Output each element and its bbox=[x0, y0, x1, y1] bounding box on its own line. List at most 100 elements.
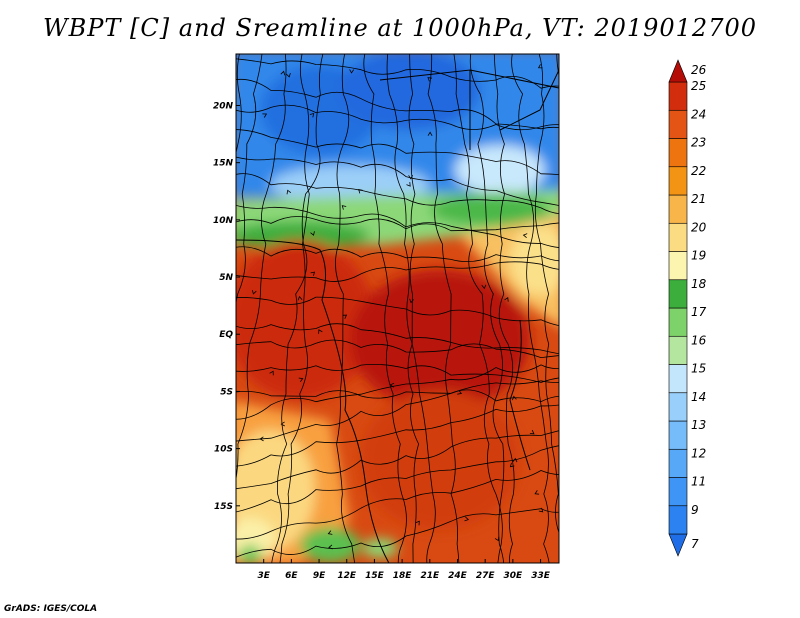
x-tick-label: 18E bbox=[393, 571, 413, 581]
colorbar-segment bbox=[668, 364, 688, 394]
colorbar-segment bbox=[668, 392, 688, 422]
colorbar-segment bbox=[668, 59, 688, 83]
colorbar-label: 14 bbox=[691, 390, 706, 404]
streamline bbox=[236, 404, 559, 467]
grads-credit: GrADS: IGES/COLA bbox=[4, 604, 98, 614]
x-tick-label: 12E bbox=[337, 571, 357, 581]
y-tick-label: 15N bbox=[213, 159, 234, 169]
streamline bbox=[236, 78, 559, 130]
colorbar-segment bbox=[668, 81, 688, 111]
streamline-arrow bbox=[259, 436, 264, 442]
y-tick-label: 15S bbox=[214, 502, 233, 512]
streamline-arrow bbox=[538, 507, 544, 513]
colorbar-segment bbox=[668, 307, 688, 337]
colorbar-label: 7 bbox=[691, 537, 699, 551]
chart: 3E 6E 9E 12E 15E 18E 21E 24E 27E 30E 33E 20N 15N 10N 5… bbox=[213, 53, 707, 581]
colorbar-segment bbox=[668, 477, 688, 507]
streamline bbox=[407, 54, 420, 563]
x-tick-label: 15E bbox=[365, 571, 385, 581]
coastline bbox=[236, 69, 559, 563]
streamline-arrow bbox=[534, 490, 540, 495]
streamline bbox=[236, 470, 559, 540]
streamline-arrow bbox=[512, 457, 518, 463]
x-tick-label: 27E bbox=[476, 571, 496, 581]
colorbar-label: 12 bbox=[691, 446, 706, 460]
colorbar-label: 25 bbox=[691, 79, 706, 93]
streamline bbox=[236, 129, 559, 176]
streamline-arrow bbox=[280, 70, 286, 76]
colorbar-label: 23 bbox=[691, 136, 706, 150]
streamline bbox=[236, 261, 559, 282]
streamline bbox=[236, 339, 559, 359]
streamline-arrow bbox=[509, 462, 515, 468]
streamline bbox=[236, 104, 559, 131]
colorbar-segment bbox=[668, 448, 688, 478]
colorbar-label: 24 bbox=[691, 107, 706, 121]
streamline-arrow bbox=[251, 289, 257, 295]
streamline bbox=[236, 54, 242, 155]
streamline bbox=[236, 389, 559, 403]
streamline bbox=[363, 54, 407, 563]
colorbar-segment bbox=[668, 109, 688, 139]
colorbar-segment bbox=[668, 505, 688, 535]
streamline-arrow bbox=[512, 395, 517, 401]
streamline-arrow bbox=[494, 536, 500, 542]
x-tick-label: 3E bbox=[257, 571, 270, 581]
streamline-arrow bbox=[286, 189, 292, 195]
colorbar-label: 22 bbox=[691, 164, 706, 178]
colorbar-label: 16 bbox=[691, 333, 707, 347]
colorbar-label: 21 bbox=[691, 192, 706, 206]
streamline bbox=[427, 54, 460, 563]
streamline-arrow bbox=[504, 296, 509, 302]
streamline-arrow bbox=[269, 370, 274, 376]
streamline bbox=[386, 54, 436, 563]
streamline-arrow bbox=[310, 271, 316, 277]
streamline-arrow bbox=[409, 298, 414, 304]
streamline bbox=[236, 323, 559, 355]
streamline bbox=[236, 54, 263, 306]
colorbar-segment bbox=[668, 335, 688, 365]
y-tick-label: 20N bbox=[213, 101, 234, 111]
colorbar-label: 13 bbox=[691, 418, 706, 432]
streamline-arrow bbox=[427, 77, 433, 82]
streamline bbox=[236, 296, 559, 326]
streamline-arrow bbox=[280, 421, 285, 427]
streamline-arrow bbox=[309, 112, 315, 118]
streamline bbox=[271, 54, 324, 563]
colorbar-label: 20 bbox=[691, 220, 707, 234]
streamline bbox=[236, 430, 559, 490]
streamline bbox=[236, 363, 559, 383]
streamline-arrow bbox=[464, 516, 470, 522]
colorbar-segment bbox=[668, 138, 688, 168]
streamline bbox=[469, 54, 505, 563]
streamline-arrow bbox=[262, 113, 268, 118]
y-tick-label: 5S bbox=[220, 387, 233, 397]
colorbar-label: 17 bbox=[691, 305, 707, 319]
streamline-arrow bbox=[522, 233, 528, 239]
x-tick-label: 21E bbox=[420, 571, 440, 581]
x-tick-label: 33E bbox=[531, 571, 551, 581]
streamline-arrow bbox=[298, 377, 304, 383]
streamline bbox=[236, 445, 559, 513]
streamline bbox=[556, 54, 559, 78]
streamline-arrow bbox=[342, 314, 348, 319]
y-tick-label: 5N bbox=[219, 273, 233, 283]
streamline-arrow bbox=[415, 520, 420, 526]
streamline bbox=[511, 54, 550, 563]
colorbar-label: 11 bbox=[691, 475, 706, 489]
streamline bbox=[493, 54, 515, 563]
colorbar-segment bbox=[668, 194, 688, 224]
streamline-arrow bbox=[481, 284, 487, 290]
streamline bbox=[236, 58, 559, 89]
streamline-arrow bbox=[349, 69, 355, 74]
colorbar-segment bbox=[668, 279, 688, 309]
colorbar-segment bbox=[668, 166, 688, 196]
streamline-arrow bbox=[341, 205, 347, 210]
chart-title: WBPT [C] and Sreamline at 1000hPa, VT: 2… bbox=[42, 14, 758, 42]
streamline-arrow bbox=[408, 175, 414, 180]
x-tick-label: 24E bbox=[448, 571, 468, 581]
x-tick-label: 6E bbox=[285, 571, 298, 581]
colorbar-segment bbox=[668, 533, 688, 557]
streamline-arrow bbox=[537, 64, 543, 69]
streamline bbox=[236, 54, 287, 482]
